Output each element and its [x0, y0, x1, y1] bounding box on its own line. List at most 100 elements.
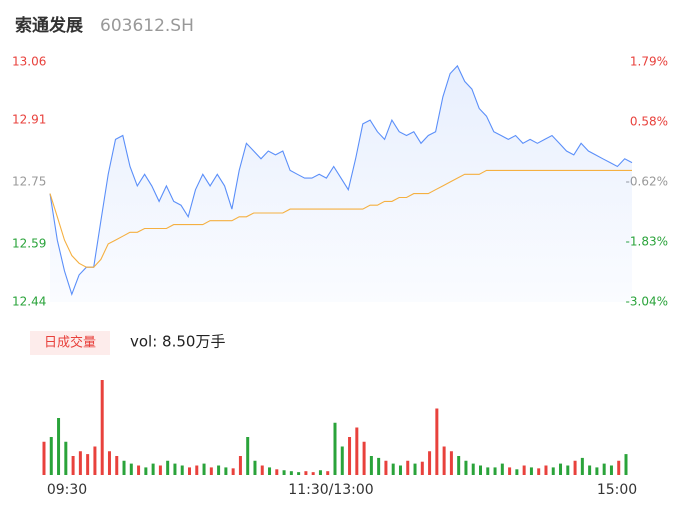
x-tick-label: 09:30	[47, 482, 87, 498]
volume-bar	[202, 463, 206, 475]
stock-name: 索通发展	[15, 15, 83, 36]
volume-bar	[384, 460, 388, 475]
volume-bar	[231, 468, 235, 475]
volume-bar	[42, 441, 46, 475]
volume-bar	[515, 469, 519, 475]
volume-bar	[348, 437, 352, 475]
volume-total: vol: 8.50万手	[130, 333, 225, 351]
volume-bar	[551, 467, 555, 475]
volume-bar	[377, 457, 381, 475]
volume-bar	[406, 460, 410, 475]
volume-bar	[311, 472, 315, 475]
volume-bar	[93, 446, 97, 475]
volume-bar	[158, 465, 162, 475]
volume-bar	[260, 465, 264, 475]
volume-bar	[217, 465, 221, 475]
volume-title: 日成交量	[44, 335, 96, 351]
volume-bar	[500, 463, 504, 475]
volume-bar	[362, 441, 366, 475]
volume-bar	[282, 470, 286, 475]
volume-bar	[275, 469, 279, 475]
volume-bar	[129, 463, 133, 475]
volume-bar	[195, 465, 199, 475]
volume-bar	[166, 460, 170, 475]
volume-bar	[479, 465, 482, 475]
price-area	[50, 65, 632, 303]
x-tick-label: 15:00	[597, 482, 637, 498]
y2-tick-label: 0.58%	[630, 115, 668, 129]
volume-bar	[559, 463, 563, 475]
y2-tick-label: -3.04%	[626, 295, 668, 309]
volume-bar	[566, 465, 570, 475]
stock-code: 603612.SH	[100, 16, 194, 36]
volume-bar	[617, 460, 621, 475]
volume-bar	[471, 463, 475, 475]
volume-bar	[588, 465, 592, 475]
volume-bar	[57, 418, 61, 475]
y-tick-label: 12.91	[12, 113, 46, 127]
volume-bar	[318, 470, 322, 475]
volume-bar	[544, 465, 548, 475]
volume-bar	[137, 465, 141, 475]
volume-bar	[78, 451, 82, 475]
volume-bar	[151, 463, 155, 475]
volume-bar	[246, 437, 250, 475]
volume-bar	[391, 463, 395, 475]
volume-bar	[64, 441, 68, 475]
volume-bar	[537, 468, 541, 475]
volume-bar	[398, 465, 402, 475]
volume-bar	[340, 446, 344, 475]
volume-bar	[180, 465, 184, 475]
volume-bar	[71, 456, 75, 475]
volume-bar	[457, 456, 461, 475]
volume-bar	[529, 467, 533, 475]
volume-bar	[508, 467, 512, 475]
volume-bar	[428, 451, 432, 475]
volume-bar	[355, 427, 359, 475]
volume-bar	[580, 457, 584, 475]
y-tick-label: 12.75	[12, 175, 46, 189]
price-line	[49, 64, 633, 296]
volume-bar	[624, 454, 628, 475]
volume-bar	[326, 471, 330, 475]
volume-bar	[420, 461, 424, 475]
volume-bar	[49, 437, 53, 475]
volume-bar	[297, 472, 301, 475]
y-tick-label: 12.59	[12, 236, 46, 250]
volume-bar	[493, 467, 497, 475]
volume-bar	[115, 456, 119, 475]
y-tick-label: 13.06	[12, 55, 46, 69]
volume-bar	[369, 456, 373, 475]
volume-bar	[435, 408, 439, 475]
volume-bar	[333, 422, 337, 475]
volume-bar	[602, 463, 606, 475]
volume-bar	[413, 463, 417, 475]
volume-bar	[609, 465, 613, 475]
volume-bar	[573, 460, 577, 475]
x-tick-label: 11:30/13:00	[288, 482, 373, 498]
volume-bar	[522, 465, 526, 475]
volume-badge	[30, 331, 110, 355]
volume-bar	[442, 446, 446, 475]
volume-bar	[486, 467, 490, 475]
volume-bar	[100, 380, 104, 475]
y2-tick-label: -0.62%	[626, 174, 668, 188]
volume-bar	[238, 456, 242, 475]
volume-bar	[209, 467, 213, 475]
y2-tick-label: 1.79%	[630, 55, 668, 69]
volume-bar	[224, 467, 228, 475]
volume-bar	[188, 467, 191, 475]
average-line	[49, 169, 632, 268]
volume-bar	[173, 463, 177, 475]
volume-bar	[464, 460, 468, 475]
y-tick-label: 12.44	[12, 295, 46, 309]
volume-bar	[449, 451, 453, 475]
volume-bar	[107, 451, 111, 475]
volume-bar	[86, 454, 90, 475]
volume-bar	[595, 467, 599, 475]
volume-bar	[122, 460, 126, 475]
volume-bar	[253, 460, 257, 475]
volume-bar	[268, 467, 272, 475]
y2-tick-label: -1.83%	[626, 234, 668, 248]
